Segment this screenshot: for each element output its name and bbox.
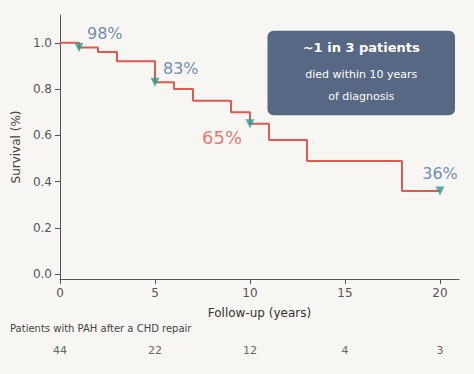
svg-text:0.6: 0.6 xyxy=(33,128,52,142)
svg-text:10: 10 xyxy=(242,286,257,300)
svg-text:3: 3 xyxy=(437,344,444,357)
svg-text:22: 22 xyxy=(148,344,162,357)
svg-text:83%: 83% xyxy=(163,59,199,78)
svg-text:44: 44 xyxy=(53,344,67,357)
svg-text:Survival (%): Survival (%) xyxy=(9,111,23,184)
svg-text:Follow-up (years): Follow-up (years) xyxy=(208,306,311,320)
svg-text:0.2: 0.2 xyxy=(33,221,52,235)
svg-text:0.4: 0.4 xyxy=(33,175,52,189)
svg-text:5: 5 xyxy=(151,286,159,300)
svg-text:died within 10 years: died within 10 years xyxy=(305,68,417,81)
svg-text:20: 20 xyxy=(432,286,447,300)
svg-text:65%: 65% xyxy=(202,127,242,148)
svg-text:~1 in 3 patients: ~1 in 3 patients xyxy=(303,40,420,55)
svg-text:12: 12 xyxy=(243,344,257,357)
svg-text:4: 4 xyxy=(342,344,349,357)
svg-text:98%: 98% xyxy=(87,24,123,43)
svg-text:1.0: 1.0 xyxy=(33,36,52,50)
svg-text:0.0: 0.0 xyxy=(33,267,52,281)
svg-text:Patients with PAH after a CHD: Patients with PAH after a CHD repair xyxy=(10,323,192,334)
svg-text:15: 15 xyxy=(337,286,352,300)
svg-text:36%: 36% xyxy=(422,164,458,183)
svg-text:0.8: 0.8 xyxy=(33,82,52,96)
svg-text:of diagnosis: of diagnosis xyxy=(328,90,394,103)
svg-text:0: 0 xyxy=(56,286,64,300)
